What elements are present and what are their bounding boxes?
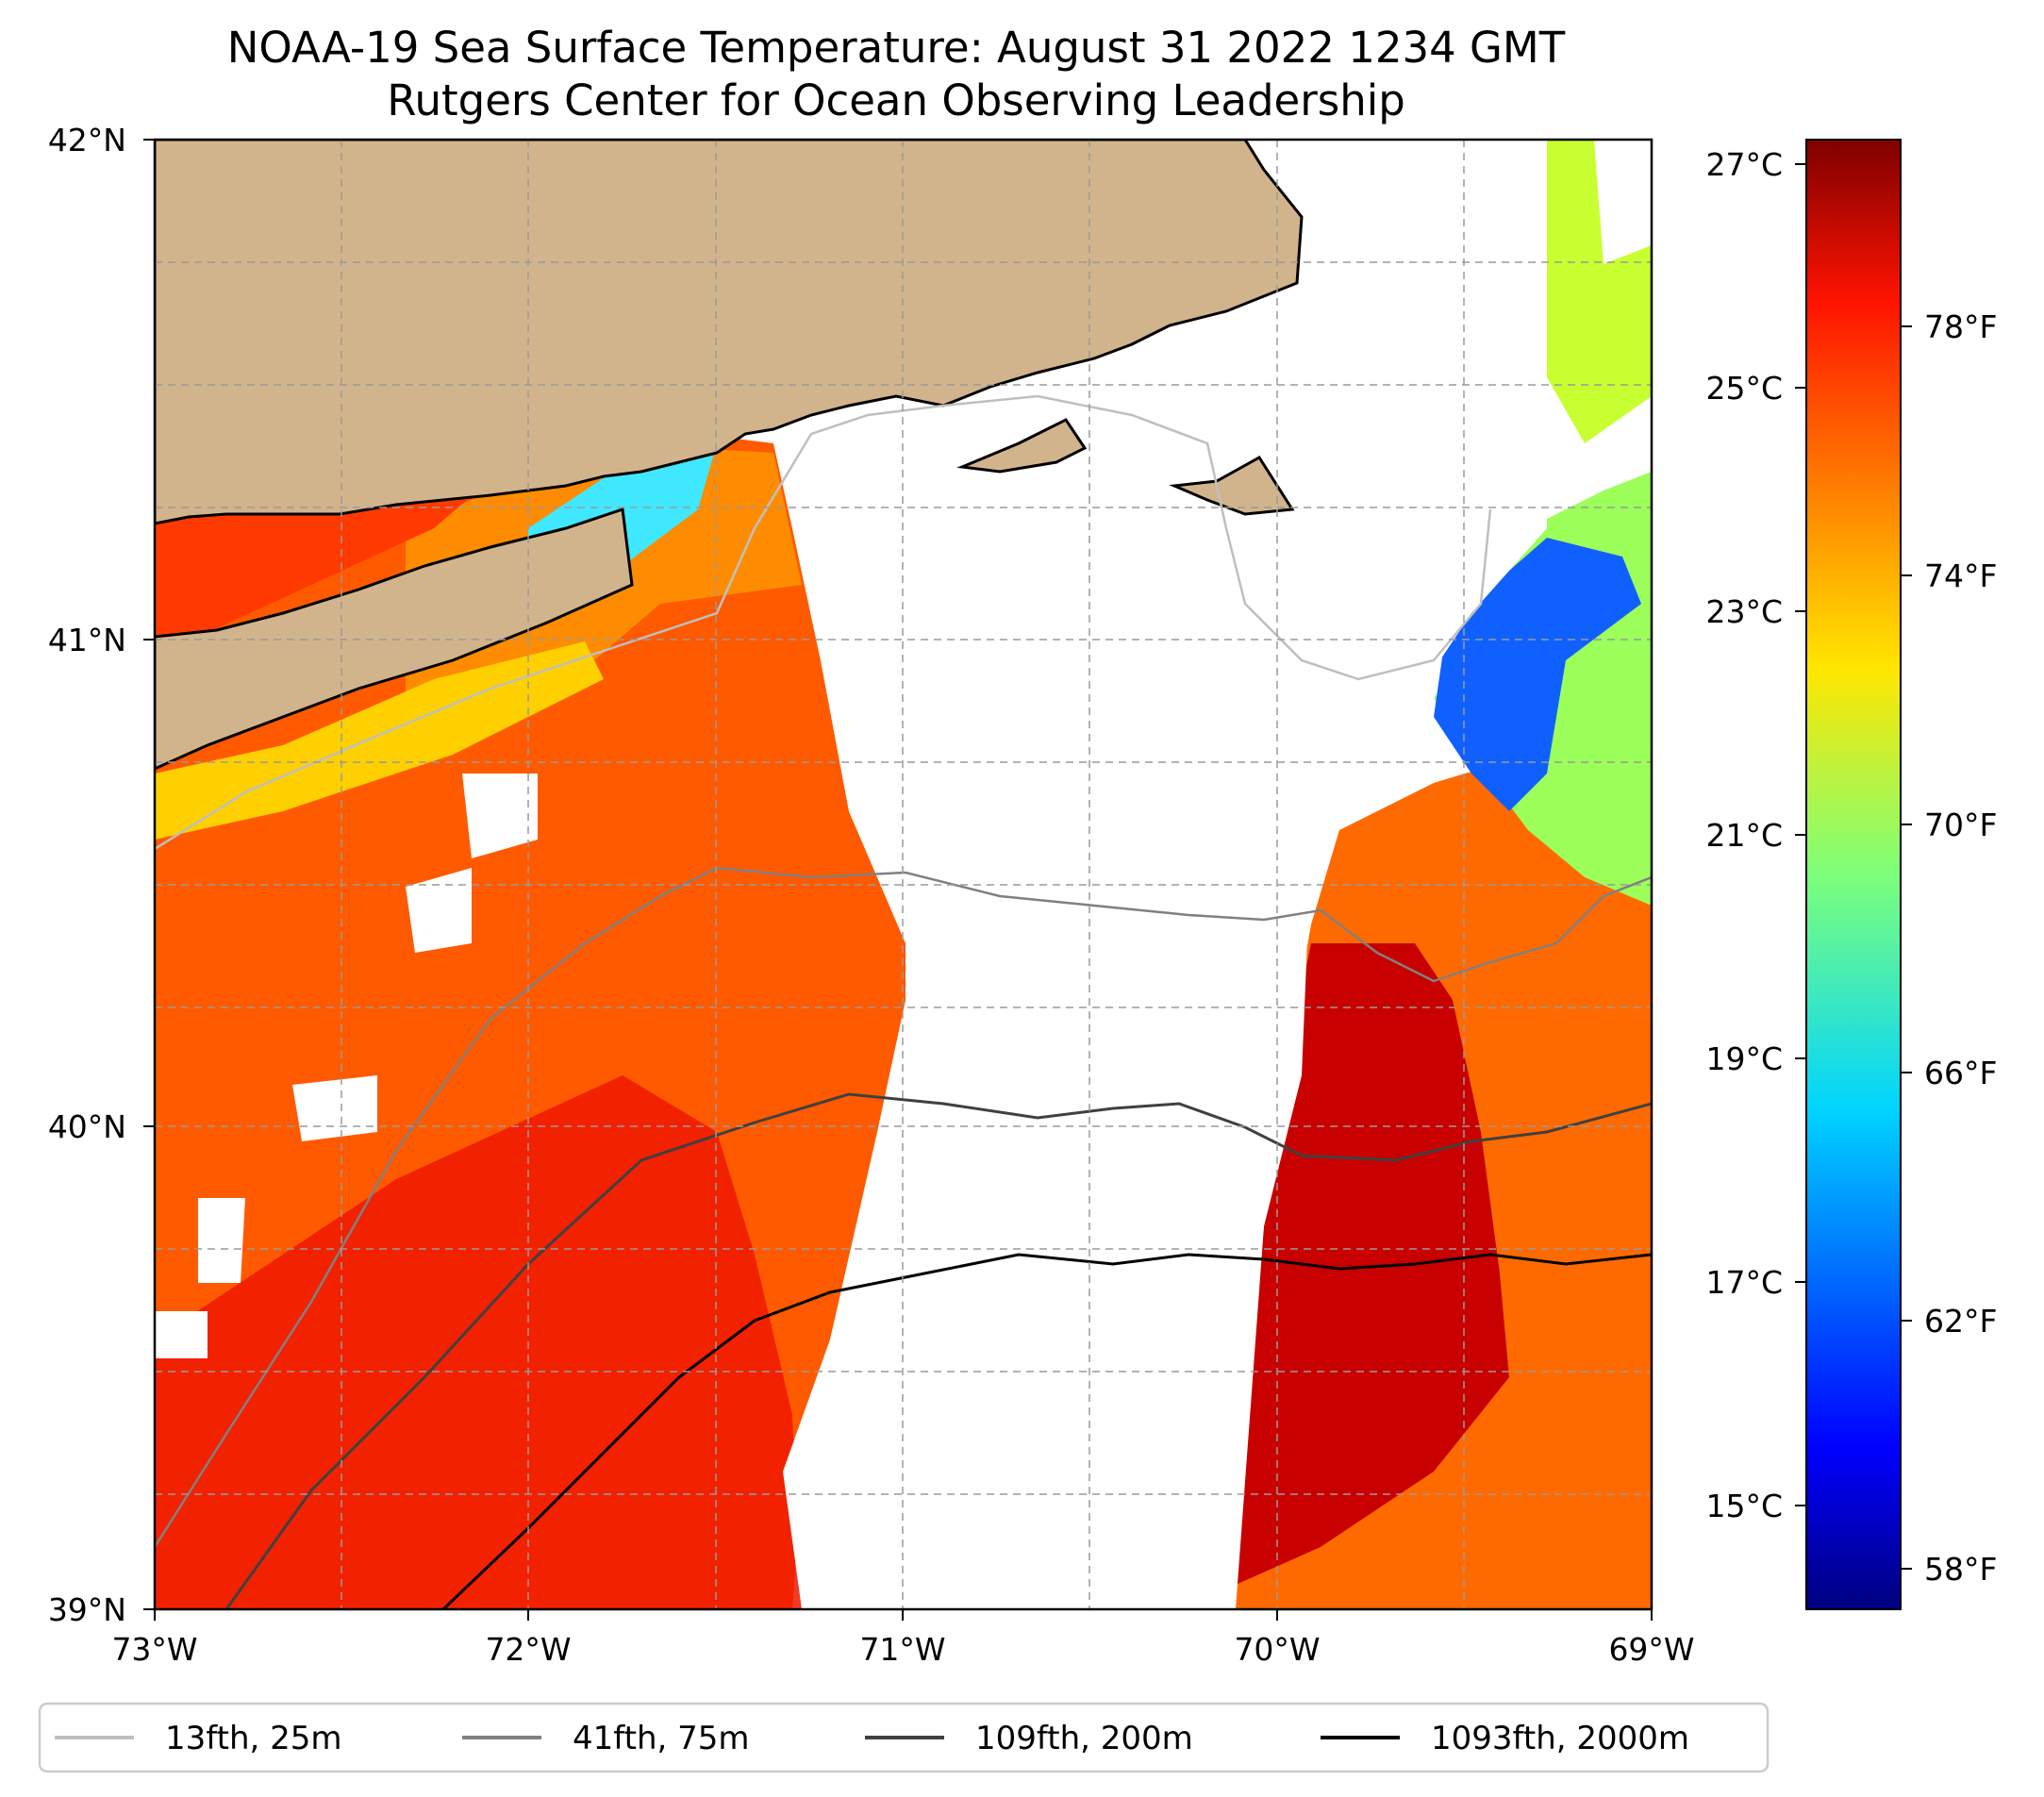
cloud-gap-west-4 xyxy=(155,1311,208,1358)
lon-tick-73: 73°W xyxy=(111,1631,197,1668)
chart-title-line1: NOAA-19 Sea Surface Temperature: August … xyxy=(227,23,1566,73)
colorbar-c-tick-19: 19°C xyxy=(1705,1040,1783,1077)
colorbar-f-tick-66: 66°F xyxy=(1924,1055,1997,1091)
land-marthas-vineyard xyxy=(956,418,1088,474)
sst-east-cold-blue xyxy=(1434,538,1641,811)
colorbar-f-tick-78: 78°F xyxy=(1924,308,1997,345)
sst-near-shore-yellow xyxy=(155,641,604,840)
lat-tick-41: 41°N xyxy=(48,622,126,658)
cloud-gap-west-3 xyxy=(292,1075,377,1141)
sst-east-dark-red xyxy=(1236,943,1509,1585)
lat-tick-39: 39°N xyxy=(48,1591,126,1628)
isobath-25m xyxy=(155,394,1492,851)
colorbar-f-tick-62: 62°F xyxy=(1924,1303,1997,1339)
cloud-gap-west-2 xyxy=(406,868,472,953)
map-panel xyxy=(155,140,1652,1609)
lon-axis: 73°W 72°W 71°W 70°W 69°W xyxy=(111,1609,1695,1668)
land-northeast-us xyxy=(155,140,1304,525)
lat-tick-42: 42°N xyxy=(48,122,126,158)
colorbar-c-tick-21: 21°C xyxy=(1705,817,1783,854)
isobath-200m xyxy=(224,1092,1652,1609)
lat-tick-40: 40°N xyxy=(48,1108,126,1145)
colorbar-c-tick-23: 23°C xyxy=(1705,593,1783,630)
cloud-gap-west-1 xyxy=(462,774,538,858)
colorbar-c-tick-17: 17°C xyxy=(1705,1264,1783,1301)
colorbar-f-tick-74: 74°F xyxy=(1924,557,1997,594)
colorbar-f-tick-58: 58°F xyxy=(1924,1551,1997,1588)
colorbar-f-tick-70: 70°F xyxy=(1924,807,1997,843)
legend-label-25m: 13fth, 25m xyxy=(165,1720,342,1757)
cloud-gap-central xyxy=(773,443,1321,1609)
lon-tick-72: 72°W xyxy=(485,1631,571,1668)
colorbar xyxy=(1805,139,1902,1610)
lon-tick-71: 71°W xyxy=(859,1631,945,1668)
lat-axis: 42°N 41°N 40°N 39°N xyxy=(48,122,155,1628)
colorbar-c-tick-27: 27°C xyxy=(1705,146,1783,183)
cloud-gap-west-5 xyxy=(198,1198,245,1283)
legend-label-200m: 109fth, 200m xyxy=(975,1720,1193,1757)
isobath-2000m xyxy=(441,1253,1652,1609)
sst-east-yellow-top xyxy=(1547,140,1652,443)
legend-label-2000m: 1093fth, 2000m xyxy=(1431,1720,1689,1757)
chart-title-line2: Rutgers Center for Ocean Observing Leade… xyxy=(387,75,1405,125)
colorbar-fahrenheit-axis: 78°F 74°F 70°F 66°F 62°F 58°F xyxy=(1901,308,1997,1588)
sst-west-hot-band xyxy=(155,1075,802,1609)
legend-label-75m: 41fth, 75m xyxy=(573,1720,750,1757)
colorbar-c-tick-25: 25°C xyxy=(1705,370,1783,407)
map-grid xyxy=(155,140,1652,1609)
lon-tick-69: 69°W xyxy=(1608,1631,1694,1668)
isobath-75m xyxy=(155,866,1652,1548)
legend: 13fth, 25m 41fth, 75m 109fth, 200m 1093f… xyxy=(38,1702,1770,1773)
cloud-gap-northeast xyxy=(1255,140,1547,811)
colorbar-c-tick-15: 15°C xyxy=(1705,1488,1783,1524)
sst-long-island-sound xyxy=(155,472,500,651)
lon-tick-70: 70°W xyxy=(1234,1631,1320,1668)
colorbar-celsius-axis: 27°C 25°C 23°C 21°C 19°C 17°C 15°C xyxy=(1705,146,1806,1524)
